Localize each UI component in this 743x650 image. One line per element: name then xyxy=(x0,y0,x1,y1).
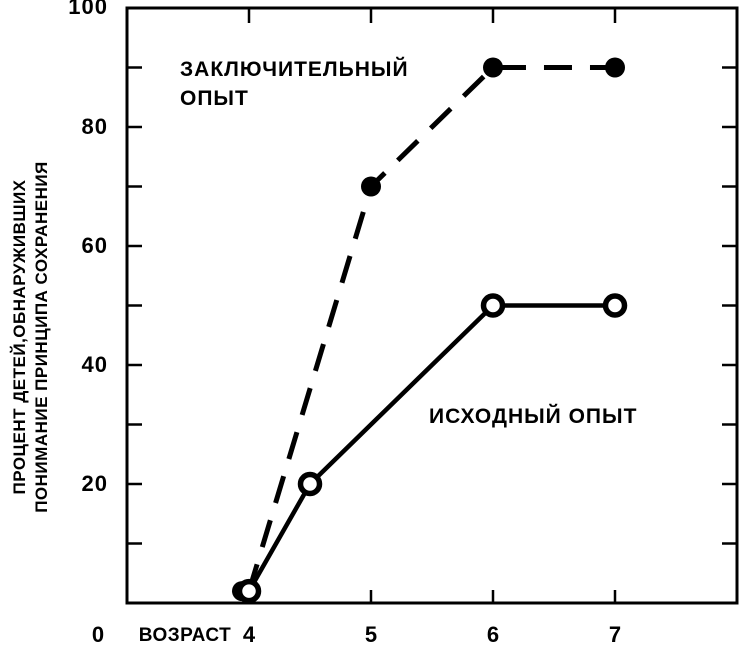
y-axis-title-line1: ПРОЦЕНТ ДЕТЕЙ,ОБНАРУЖИВШИХ xyxy=(10,179,29,495)
marker-open-circle xyxy=(480,293,506,318)
x-tick-label-5: 5 xyxy=(364,622,378,647)
y-tick-label-20: 20 xyxy=(81,471,108,496)
marker-filled-circle xyxy=(483,57,503,78)
marker-open-circle xyxy=(236,578,262,604)
y-tick-label-100: 100 xyxy=(68,0,108,19)
x-tick-label-7: 7 xyxy=(608,622,622,647)
marker-filled-circle xyxy=(605,57,625,78)
y-axis-title: ПРОЦЕНТ ДЕТЕЙ,ОБНАРУЖИВШИХ ПОНИМАНИЕ ПРИ… xyxy=(9,140,55,534)
series-label-initial-experiment: ИСХОДНЫЙ ОПЫТ xyxy=(429,405,638,428)
series-line-initial xyxy=(247,303,615,593)
series-label-final-experiment: ЗАКЛЮЧИТЕЛЬНЫЙ ОПЫТ xyxy=(180,58,409,110)
series-line-final xyxy=(246,65,615,592)
x-tick-label-6: 6 xyxy=(486,622,500,647)
y-tick-label-80: 80 xyxy=(81,114,108,139)
marker-open-circle xyxy=(297,471,323,497)
x-axis-title: ВОЗРАСТ xyxy=(138,625,232,646)
marker-open-circle xyxy=(602,293,628,318)
y-tick-label-60: 60 xyxy=(81,233,108,258)
origin-label: 0 xyxy=(91,622,105,647)
y-axis-title-line2: ПОНИМАНИЕ ПРИНЦИПА СОХРАНЕНИЯ xyxy=(32,161,51,513)
marker-filled-circle xyxy=(361,176,381,197)
x-tick-label-4: 4 xyxy=(242,622,256,647)
y-tick-label-40: 40 xyxy=(81,352,108,377)
